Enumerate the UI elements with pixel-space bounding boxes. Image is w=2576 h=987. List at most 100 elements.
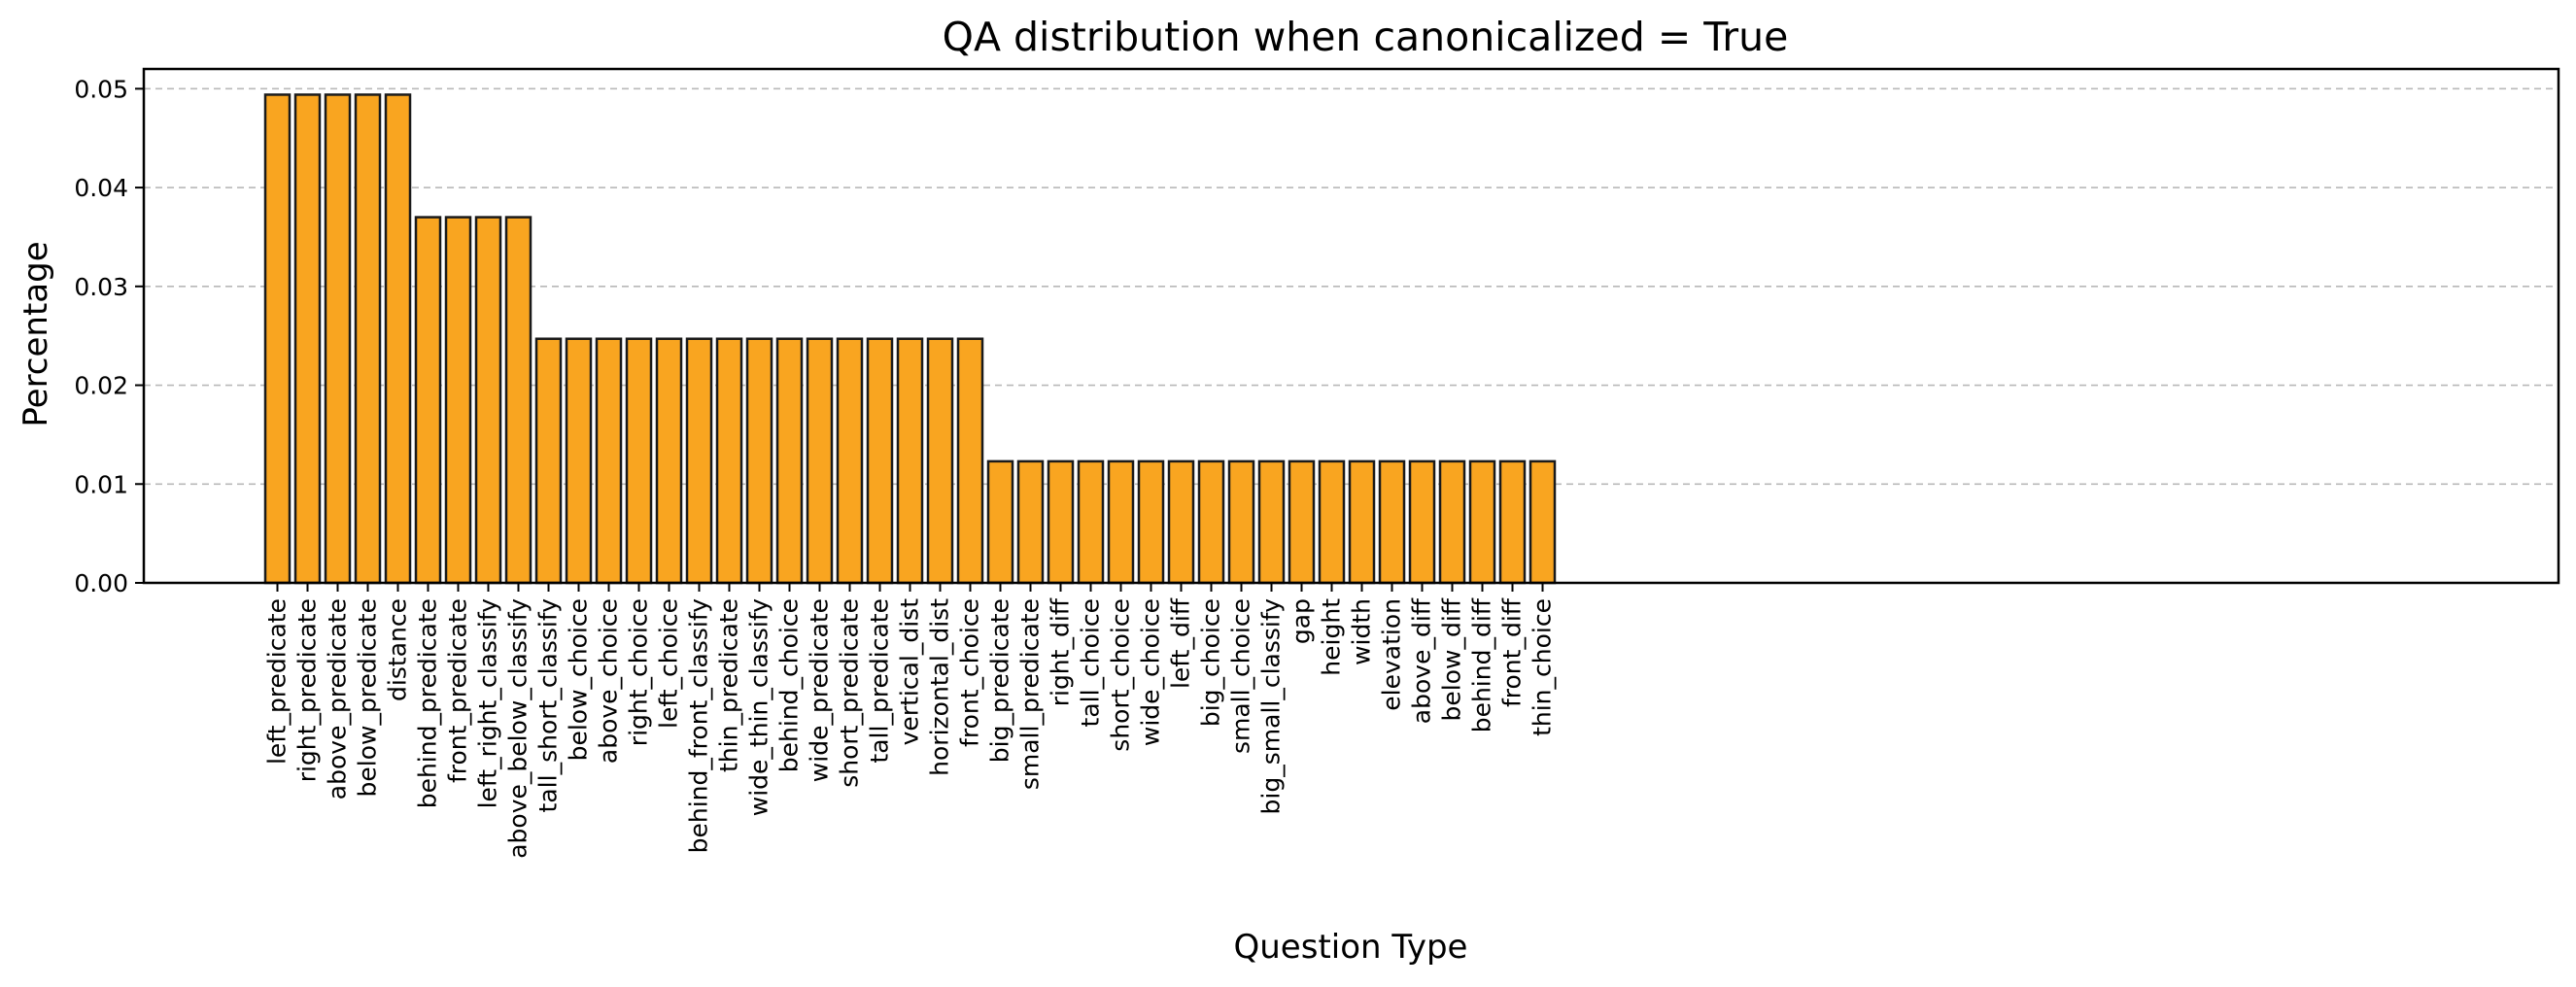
bar-big-predicate bbox=[986, 459, 1014, 585]
bar-small-predicate bbox=[1016, 459, 1045, 585]
x-tick-label: horizontal_dist bbox=[926, 598, 954, 776]
bar-above-below-classify bbox=[504, 216, 532, 585]
x-tick-label: front_predicate bbox=[444, 598, 472, 783]
bar-behind-predicate bbox=[414, 216, 442, 585]
x-tick-label: tall_short_classify bbox=[534, 598, 563, 813]
x-tick-label: small_predicate bbox=[1016, 598, 1045, 790]
x-tick-label: below_predicate bbox=[354, 598, 382, 797]
x-tick-label: short_predicate bbox=[836, 598, 864, 788]
x-tick-label: wide_predicate bbox=[806, 598, 834, 782]
chart-title: QA distribution when canonicalized = Tru… bbox=[943, 14, 1789, 60]
x-tick-label: behind_diff bbox=[1468, 597, 1496, 732]
bar-front-choice bbox=[956, 337, 984, 585]
x-tick-label: tall_predicate bbox=[866, 598, 894, 764]
x-tick-label: below_diff bbox=[1438, 597, 1466, 721]
x-tick-label: width bbox=[1348, 598, 1376, 665]
bar-left-predicate bbox=[263, 93, 292, 585]
bar-big-choice bbox=[1197, 459, 1225, 585]
bar-behind-diff bbox=[1468, 459, 1496, 585]
bar-vertical-dist bbox=[896, 337, 924, 585]
bar-short-predicate bbox=[836, 337, 864, 585]
x-axis-label: Question Type bbox=[1234, 928, 1468, 967]
x-tick-label: elevation bbox=[1378, 598, 1406, 711]
y-tick-label: 0.03 bbox=[74, 273, 128, 301]
x-tick-label: big_choice bbox=[1197, 598, 1225, 727]
bar-width bbox=[1348, 459, 1376, 585]
bar-tall-short-classify bbox=[534, 337, 563, 585]
x-tick-label: tall_choice bbox=[1077, 598, 1105, 727]
bar-above-choice bbox=[595, 337, 623, 585]
y-tick-label: 0.05 bbox=[74, 75, 128, 103]
bar-wide-choice bbox=[1137, 459, 1165, 585]
x-tick-label: front_diff bbox=[1498, 597, 1527, 707]
bar-thin-predicate bbox=[715, 337, 743, 585]
bar-left-choice bbox=[655, 337, 683, 585]
x-tick-label: gap bbox=[1288, 598, 1316, 644]
y-axis-ticks: 0.00 0.01 0.02 0.03 0.04 0.05 bbox=[74, 75, 144, 597]
bar-below-diff bbox=[1438, 459, 1466, 585]
x-tick-label: distance bbox=[384, 598, 412, 701]
bar-elevation bbox=[1378, 459, 1406, 585]
bar-right-choice bbox=[625, 337, 653, 585]
bar-tall-choice bbox=[1077, 459, 1105, 585]
y-tick-label: 0.00 bbox=[74, 569, 128, 597]
x-tick-label: front_choice bbox=[956, 598, 984, 747]
x-tick-label: thin_choice bbox=[1528, 598, 1557, 736]
bar-wide-thin-classify bbox=[745, 337, 773, 585]
x-tick-label: above_predicate bbox=[324, 598, 352, 800]
x-tick-label: right_choice bbox=[625, 598, 653, 746]
x-tick-label: behind_predicate bbox=[414, 598, 442, 808]
x-tick-label: above_diff bbox=[1408, 597, 1436, 724]
bar-above-diff bbox=[1408, 459, 1436, 585]
bar-left-right-classify bbox=[474, 216, 502, 585]
x-tick-label: left_diff bbox=[1167, 597, 1195, 689]
bar-short-choice bbox=[1107, 459, 1135, 585]
bar-distance bbox=[384, 93, 412, 585]
x-tick-label: left_right_classify bbox=[474, 598, 502, 809]
x-tick-label: right_predicate bbox=[293, 598, 322, 782]
y-tick-label: 0.01 bbox=[74, 470, 128, 498]
x-tick-label: left_choice bbox=[655, 598, 683, 729]
plot-area-frame bbox=[142, 67, 2560, 585]
x-tick-label: short_choice bbox=[1107, 598, 1135, 752]
x-tick-label: above_choice bbox=[595, 598, 623, 764]
bar-right-predicate bbox=[293, 93, 322, 585]
bar-above-predicate bbox=[324, 93, 352, 585]
bar-below-predicate bbox=[354, 93, 382, 585]
x-tick-label: big_small_classify bbox=[1257, 598, 1286, 815]
x-tick-label: left_predicate bbox=[263, 598, 292, 765]
x-tick-label: below_choice bbox=[565, 598, 593, 761]
bar-front-predicate bbox=[444, 216, 472, 585]
x-tick-label: behind_front_classify bbox=[685, 598, 713, 854]
x-tick-label: small_choice bbox=[1227, 598, 1255, 754]
x-tick-label: big_predicate bbox=[986, 598, 1014, 763]
x-tick-label: thin_predicate bbox=[715, 598, 743, 772]
x-tick-label: height bbox=[1318, 598, 1346, 676]
x-tick-label: vertical_dist bbox=[896, 598, 924, 746]
bar-left-diff bbox=[1167, 459, 1195, 585]
y-axis-label: Percentage bbox=[17, 241, 55, 426]
bar-height bbox=[1318, 459, 1346, 585]
bar-big-small-classify bbox=[1257, 459, 1286, 585]
y-tick-label: 0.04 bbox=[74, 174, 128, 202]
x-tick-label: wide_thin_classify bbox=[745, 598, 773, 816]
x-axis-ticks: left_predicate right_predicate above_predi… bbox=[263, 583, 1557, 859]
y-tick-label: 0.02 bbox=[74, 372, 128, 400]
bar-tall-predicate bbox=[866, 337, 894, 585]
bar-front-diff bbox=[1498, 459, 1527, 585]
bars bbox=[263, 93, 1557, 585]
x-tick-label: behind_choice bbox=[775, 598, 804, 772]
bar-small-choice bbox=[1227, 459, 1255, 585]
bar-behind-front-classify bbox=[685, 337, 713, 585]
x-tick-label: wide_choice bbox=[1137, 598, 1165, 746]
bar-thin-choice bbox=[1528, 459, 1557, 585]
bar-behind-choice bbox=[775, 337, 804, 585]
x-tick-label: right_diff bbox=[1047, 597, 1075, 706]
bar-right-diff bbox=[1047, 459, 1075, 585]
x-tick-label: above_below_classify bbox=[504, 598, 532, 859]
bar-wide-predicate bbox=[806, 337, 834, 585]
bar-gap bbox=[1288, 459, 1316, 585]
bar-below-choice bbox=[565, 337, 593, 585]
